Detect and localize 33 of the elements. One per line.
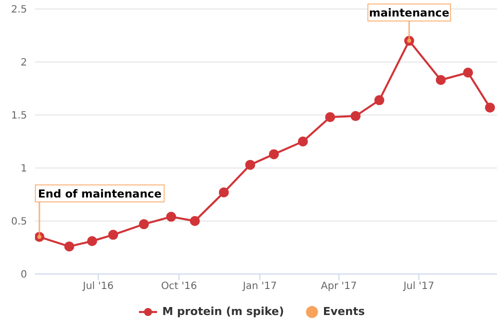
point [108, 230, 118, 240]
y-tick-label: 2 [20, 58, 27, 69]
point [190, 216, 200, 226]
x-tick-label: Jul '17 [402, 281, 434, 292]
x-tick-label: Apr '17 [320, 281, 357, 292]
legend-label: Events [323, 305, 365, 318]
point [138, 219, 149, 230]
point [463, 68, 474, 78]
point [325, 112, 336, 122]
point [350, 111, 361, 122]
point [64, 241, 74, 252]
y-tick-label: 0.5 [11, 216, 27, 228]
point [374, 95, 384, 106]
point [166, 212, 176, 222]
x-tick-label: Oct '16 [161, 281, 198, 292]
annotation: End of maintenance [38, 187, 162, 200]
point [87, 236, 98, 246]
point [298, 136, 308, 146]
point [268, 149, 279, 160]
x-tick-label: Jan '17 [242, 281, 277, 292]
y-tick-label: 1 [20, 164, 27, 175]
y-tick-label: 0 [20, 270, 27, 281]
legend-label: M protein (m spike) [162, 305, 284, 318]
callout: maintenance [367, 4, 451, 22]
point [484, 102, 495, 113]
y-tick-label: 1.5 [11, 110, 27, 122]
y-tick-label: 2.5 [11, 4, 27, 16]
callout: End of maintenance [34, 184, 165, 202]
point [245, 160, 256, 170]
annotation: maintenance [369, 6, 450, 20]
point [436, 75, 446, 86]
point [218, 187, 229, 198]
x-tick-label: Jul '16 [82, 281, 114, 292]
